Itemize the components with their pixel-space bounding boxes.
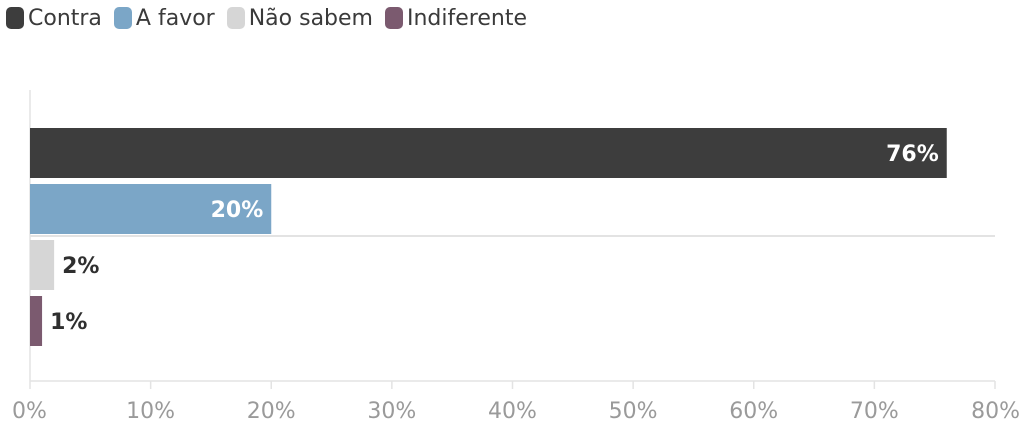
x-tick-label: 70% <box>850 399 899 424</box>
bar-indiferente <box>30 296 43 346</box>
bar-value-label: 20% <box>211 198 264 223</box>
legend-label-a-favor: A favor <box>135 5 215 31</box>
legend: Contra A favor Não sabem Indiferente <box>6 4 527 32</box>
legend-item-a-favor[interactable]: A favor <box>113 5 215 31</box>
legend-item-contra[interactable]: Contra <box>6 6 102 31</box>
x-tick-label: 40% <box>488 399 537 424</box>
x-tick-label: 30% <box>367 399 416 424</box>
x-tick-label: 50% <box>609 399 658 424</box>
legend-item-indiferente[interactable]: Indiferente <box>384 5 527 31</box>
legend-label-nao-sabem: Não sabem <box>248 5 373 31</box>
x-tick-label: 10% <box>126 399 175 424</box>
bar-value-label: 76% <box>886 142 939 167</box>
legend-swatch-nao-sabem <box>226 7 245 29</box>
x-tick-label: 80% <box>971 399 1020 424</box>
bar-contra <box>30 128 947 178</box>
legend-swatch-a-favor <box>113 7 132 29</box>
bar-a-favor <box>30 184 272 234</box>
x-tick-label: 20% <box>247 399 296 424</box>
legend-label-indiferente: Indiferente <box>406 5 527 31</box>
bar-value-label: 1% <box>50 310 87 335</box>
x-tick-label: 0% <box>12 399 47 424</box>
bar-value-label: 2% <box>62 254 99 279</box>
legend-label-contra: Contra <box>28 5 102 31</box>
bar-n-o-sabem <box>30 240 55 290</box>
legend-swatch-indiferente <box>384 7 403 29</box>
legend-swatch-contra <box>6 7 24 29</box>
x-tick-label: 60% <box>729 399 778 424</box>
legend-item-nao-sabem[interactable]: Não sabem <box>226 5 373 31</box>
